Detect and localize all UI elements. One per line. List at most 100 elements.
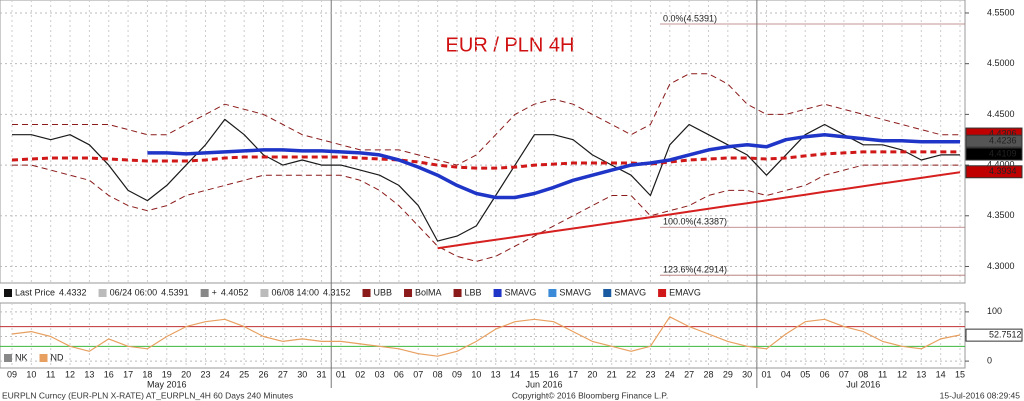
legend-label: 06/24 06:00 (110, 287, 158, 297)
x-tick-label: 20 (181, 369, 191, 379)
price-badge-label: 4.4109 (989, 148, 1017, 158)
series-line (11, 150, 960, 170)
legend-label: EMAVG (669, 287, 701, 297)
legend-value: 4.5391 (161, 287, 189, 297)
y-tick-label: 4.3000 (987, 261, 1015, 271)
legend-swatch (548, 289, 557, 297)
x-tick-label: 05 (800, 369, 810, 379)
x-tick-label: 27 (278, 369, 288, 379)
x-tick-label: 04 (781, 369, 791, 379)
legend-swatch (404, 289, 413, 297)
x-tick-label: 20 (587, 369, 597, 379)
x-tick-label: 01 (762, 369, 772, 379)
price-badge-label: 4.4306 (989, 128, 1017, 138)
legend-swatch (39, 354, 48, 362)
x-tick-label: 19 (162, 369, 172, 379)
series-line (12, 73, 960, 166)
x-tick-label: 09 (7, 369, 17, 379)
legend-swatch (200, 289, 209, 297)
legend-label: + (212, 287, 217, 297)
x-tick-label: 17 (123, 369, 133, 379)
y-tick-label: 4.3500 (987, 210, 1015, 220)
price-badge (965, 147, 1023, 161)
month-label: Jul 2016 (846, 379, 880, 389)
y-tick-label: 0 (987, 355, 992, 365)
fib-label: 100.0%(4.3387) (663, 217, 727, 227)
series-line (437, 171, 961, 250)
x-tick-label: 13 (916, 369, 926, 379)
chart-title: EUR / PLN 4H (446, 34, 575, 56)
series-line (12, 164, 960, 262)
x-tick-label: 18 (142, 369, 152, 379)
series-line (11, 316, 961, 357)
legend-label: SMAVG (505, 287, 537, 297)
footer-right: 15-Jul-2016 08:29:45 (940, 390, 1021, 400)
x-tick-label: 01 (336, 369, 346, 379)
legend-swatch (603, 289, 612, 297)
x-tick-label: 22 (626, 369, 636, 379)
legend-label: BolMA (415, 287, 442, 297)
price-badge (965, 165, 1023, 179)
legend-swatch (4, 289, 12, 297)
x-tick-label: 07 (413, 369, 423, 379)
fib-label: 123.6%(4.2914) (663, 265, 727, 275)
legend-swatch (658, 289, 667, 297)
x-tick-label: 16 (549, 369, 559, 379)
x-tick-label: 26 (259, 369, 269, 379)
legend-swatch (98, 289, 107, 297)
x-tick-label: 07 (839, 369, 849, 379)
x-tick-label: 14 (510, 369, 520, 379)
legend-value: 4.3152 (323, 287, 351, 297)
x-tick-label: 24 (665, 369, 675, 379)
legend-value: 4.4052 (221, 287, 249, 297)
x-tick-label: 28 (703, 369, 713, 379)
x-tick-label: 10 (471, 369, 481, 379)
legend-swatch (260, 289, 269, 297)
x-tick-label: 29 (723, 369, 733, 379)
x-tick-label: 06 (394, 369, 404, 379)
x-tick-label: 11 (878, 369, 887, 379)
x-tick-label: 17 (568, 369, 578, 379)
x-tick-label: 09 (452, 369, 462, 379)
legend-swatch (362, 289, 371, 297)
legend-label: NK (15, 352, 28, 362)
legend-swatch (4, 354, 12, 362)
x-tick-label: 31 (317, 369, 327, 379)
x-tick-label: 06 (820, 369, 830, 379)
x-tick-label: 21 (607, 369, 617, 379)
x-tick-label: 13 (491, 369, 501, 379)
legend-label: SMAVG (559, 287, 591, 297)
x-tick-label: 15 (955, 369, 965, 379)
x-tick-label: 15 (529, 369, 539, 379)
x-tick-label: 14 (936, 369, 946, 379)
x-tick-label: 27 (684, 369, 694, 379)
footer-center: Copyright© 2016 Bloomberg Finance L.P. (512, 390, 668, 400)
y-tick-label: 100 (987, 306, 1002, 316)
legend-swatch (493, 289, 502, 297)
x-tick-label: 11 (46, 369, 55, 379)
x-tick-label: 10 (26, 369, 36, 379)
x-tick-label: 03 (375, 369, 385, 379)
x-tick-label: 25 (239, 369, 249, 379)
x-tick-label: 16 (104, 369, 114, 379)
legend-label: LBB (465, 287, 482, 297)
price-badge-label: 52.7512 (989, 330, 1022, 340)
x-tick-label: 13 (84, 369, 94, 379)
x-tick-label: 08 (433, 369, 443, 379)
x-tick-label: 12 (897, 369, 907, 379)
x-tick-label: 23 (645, 369, 655, 379)
x-tick-label: 24 (220, 369, 230, 379)
price-badge-label: 4.4236 (989, 136, 1017, 146)
main-panel (0, 0, 966, 284)
price-badge (965, 328, 1023, 342)
legend-label: ND (51, 352, 64, 362)
y-tick-label: 4.5000 (987, 58, 1015, 68)
legend-label: Last Price (15, 287, 55, 297)
oscillator-panel (0, 302, 966, 369)
x-tick-label: 23 (200, 369, 210, 379)
x-tick-label: 02 (355, 369, 365, 379)
x-tick-label: 12 (65, 369, 75, 379)
y-tick-label: 4.4500 (987, 109, 1015, 119)
month-label: Jun 2016 (526, 379, 563, 389)
